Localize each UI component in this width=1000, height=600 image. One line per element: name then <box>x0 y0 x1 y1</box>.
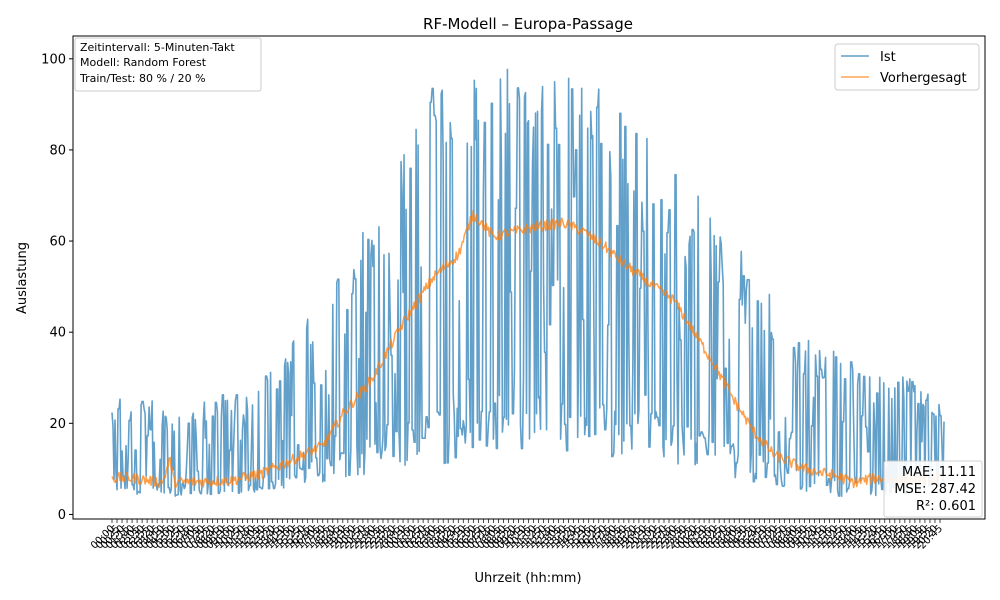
y-axis-label: Auslastung <box>15 242 30 314</box>
info-line-split: Train/Test: 80 % / 20 % <box>79 72 206 85</box>
series-line-vorhergesagt <box>111 209 945 489</box>
y-tick-label: 0 <box>58 508 66 523</box>
legend: Ist Vorhergesagt <box>834 43 980 91</box>
series-layer <box>111 68 945 497</box>
legend-frame <box>834 43 980 91</box>
x-axis: 00:0000:2500:5001:1501:4002:0502:3002:55… <box>89 519 945 552</box>
metric-r2: R²: 0.601 <box>916 499 976 514</box>
plot-area: 0 20 40 60 80 100 00:0000:2500:5001:1501:4002… <box>41 35 986 552</box>
metrics-box-frame <box>883 460 983 518</box>
y-tick-label: 60 <box>49 235 66 250</box>
info-box-frame <box>74 37 262 92</box>
series-line-ist <box>111 68 945 497</box>
metric-mse: MSE: 287.42 <box>894 482 976 497</box>
y-tick-label: 100 <box>41 52 66 67</box>
info-box: Zeitintervall: 5-Minuten-Takt Modell: Ra… <box>74 37 262 92</box>
info-line-model: Modell: Random Forest <box>80 56 207 69</box>
x-axis-label: Uhrzeit (hh:mm) <box>474 571 581 586</box>
metrics-box: MAE: 11.11 MSE: 287.42 R²: 0.601 <box>883 460 983 518</box>
y-tick-label: 20 <box>49 417 66 432</box>
info-line-interval: Zeitintervall: 5-Minuten-Takt <box>80 41 235 54</box>
chart-title: RF-Modell – Europa-Passage <box>423 15 633 33</box>
y-tick-label: 40 <box>49 326 66 341</box>
y-tick-label: 80 <box>49 143 66 158</box>
legend-label-ist: Ist <box>880 50 896 65</box>
plot-frame <box>72 35 986 520</box>
legend-label-vorhergesagt: Vorhergesagt <box>880 71 967 86</box>
metric-mae: MAE: 11.11 <box>902 465 976 480</box>
y-axis: 0 20 40 60 80 100 <box>41 52 73 523</box>
